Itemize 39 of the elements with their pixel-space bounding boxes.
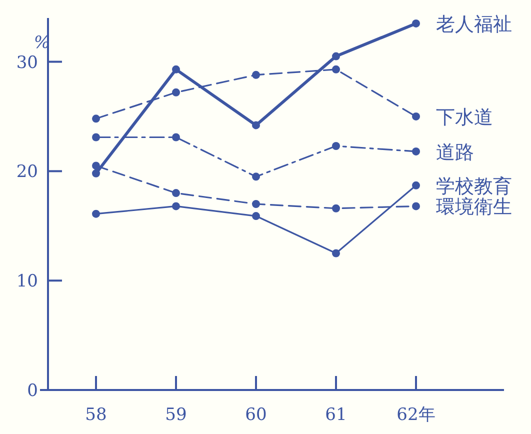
point <box>92 210 100 218</box>
point <box>172 88 180 96</box>
series-label: 下水道 <box>436 106 493 128</box>
series-label: 老人福祉 <box>436 13 512 36</box>
point <box>92 133 100 142</box>
point <box>92 162 100 170</box>
y-tick-label: 10 <box>16 272 38 292</box>
series-label: 学校教育 <box>436 175 512 198</box>
x-tick-label: 62年 <box>396 405 436 425</box>
point <box>332 249 340 258</box>
x-tick-label: 59 <box>165 405 187 425</box>
series-label: 環境衛生 <box>436 196 512 218</box>
point <box>332 204 340 212</box>
point <box>172 189 180 198</box>
point <box>172 202 180 210</box>
y-tick-label: 30 <box>16 52 38 73</box>
point <box>252 121 260 130</box>
x-tick-label: 61 <box>325 405 347 425</box>
point <box>412 147 420 156</box>
point <box>172 133 180 142</box>
point <box>412 202 420 210</box>
x-tick-label: 58 <box>85 405 107 425</box>
point <box>92 169 100 178</box>
point <box>252 172 260 181</box>
point <box>252 200 260 208</box>
series-label: 道路 <box>436 141 474 164</box>
point <box>412 19 420 28</box>
point <box>412 181 420 190</box>
x-tick-label: 60 <box>245 405 267 425</box>
y-tick-label: 0 <box>27 381 38 401</box>
point <box>332 142 340 150</box>
point <box>92 114 100 123</box>
y-tick-label: 20 <box>16 162 38 182</box>
point <box>332 52 340 60</box>
point <box>172 65 180 74</box>
point <box>412 112 420 120</box>
point <box>332 65 340 74</box>
point <box>252 212 260 220</box>
point <box>252 70 260 79</box>
